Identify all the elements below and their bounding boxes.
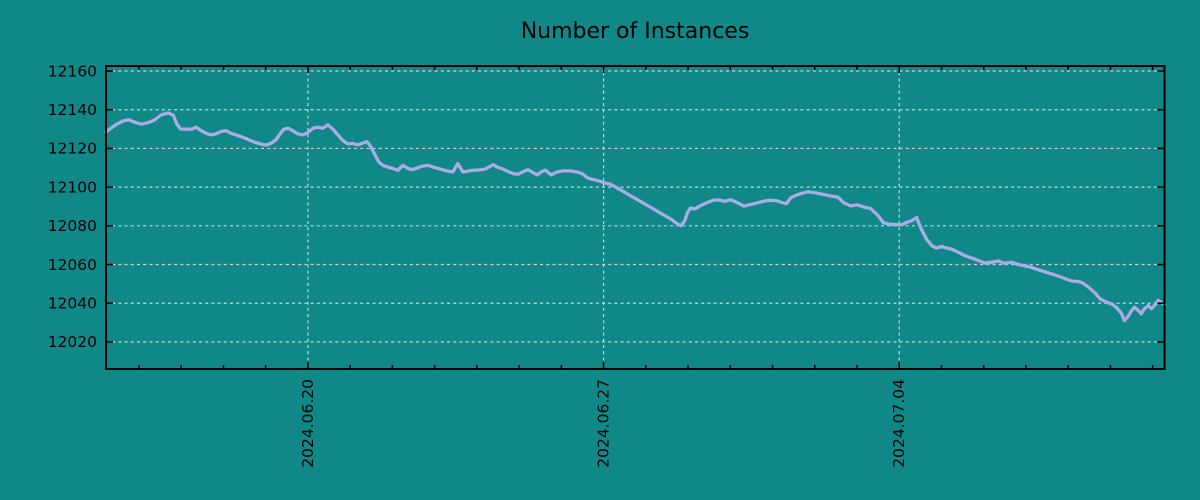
x-tick-label-group: 2024.06.20: [299, 379, 317, 468]
y-tick-label: 12140: [48, 101, 97, 119]
y-tick-label: 12040: [48, 294, 97, 312]
grid-layer: [106, 66, 1165, 369]
y-tick-label: 12080: [48, 217, 97, 235]
y-tick-label: 12100: [48, 178, 97, 196]
y-tick-label: 12020: [48, 333, 97, 351]
series-layer: [104, 111, 1167, 323]
axis-layer: 12020 12040 12060 12080 12100 12120 12140 12160…: [48, 62, 1166, 468]
x-tick-label-group: 2024.06.27: [595, 379, 613, 468]
x-tick-label-group: 2024.07.04: [890, 379, 908, 468]
x-tick-label: 2024.06.20: [299, 379, 317, 468]
y-tick-label: 12120: [48, 140, 97, 158]
x-tick-label: 2024.06.27: [595, 379, 613, 468]
plot-frame: [105, 65, 1166, 370]
y-tick-label: 12060: [48, 256, 97, 274]
chart-title: Number of Instances: [521, 19, 750, 44]
data-line-instances: [104, 111, 1167, 323]
x-tick-label: 2024.07.04: [890, 379, 908, 468]
y-tick-label: 12160: [48, 62, 97, 80]
